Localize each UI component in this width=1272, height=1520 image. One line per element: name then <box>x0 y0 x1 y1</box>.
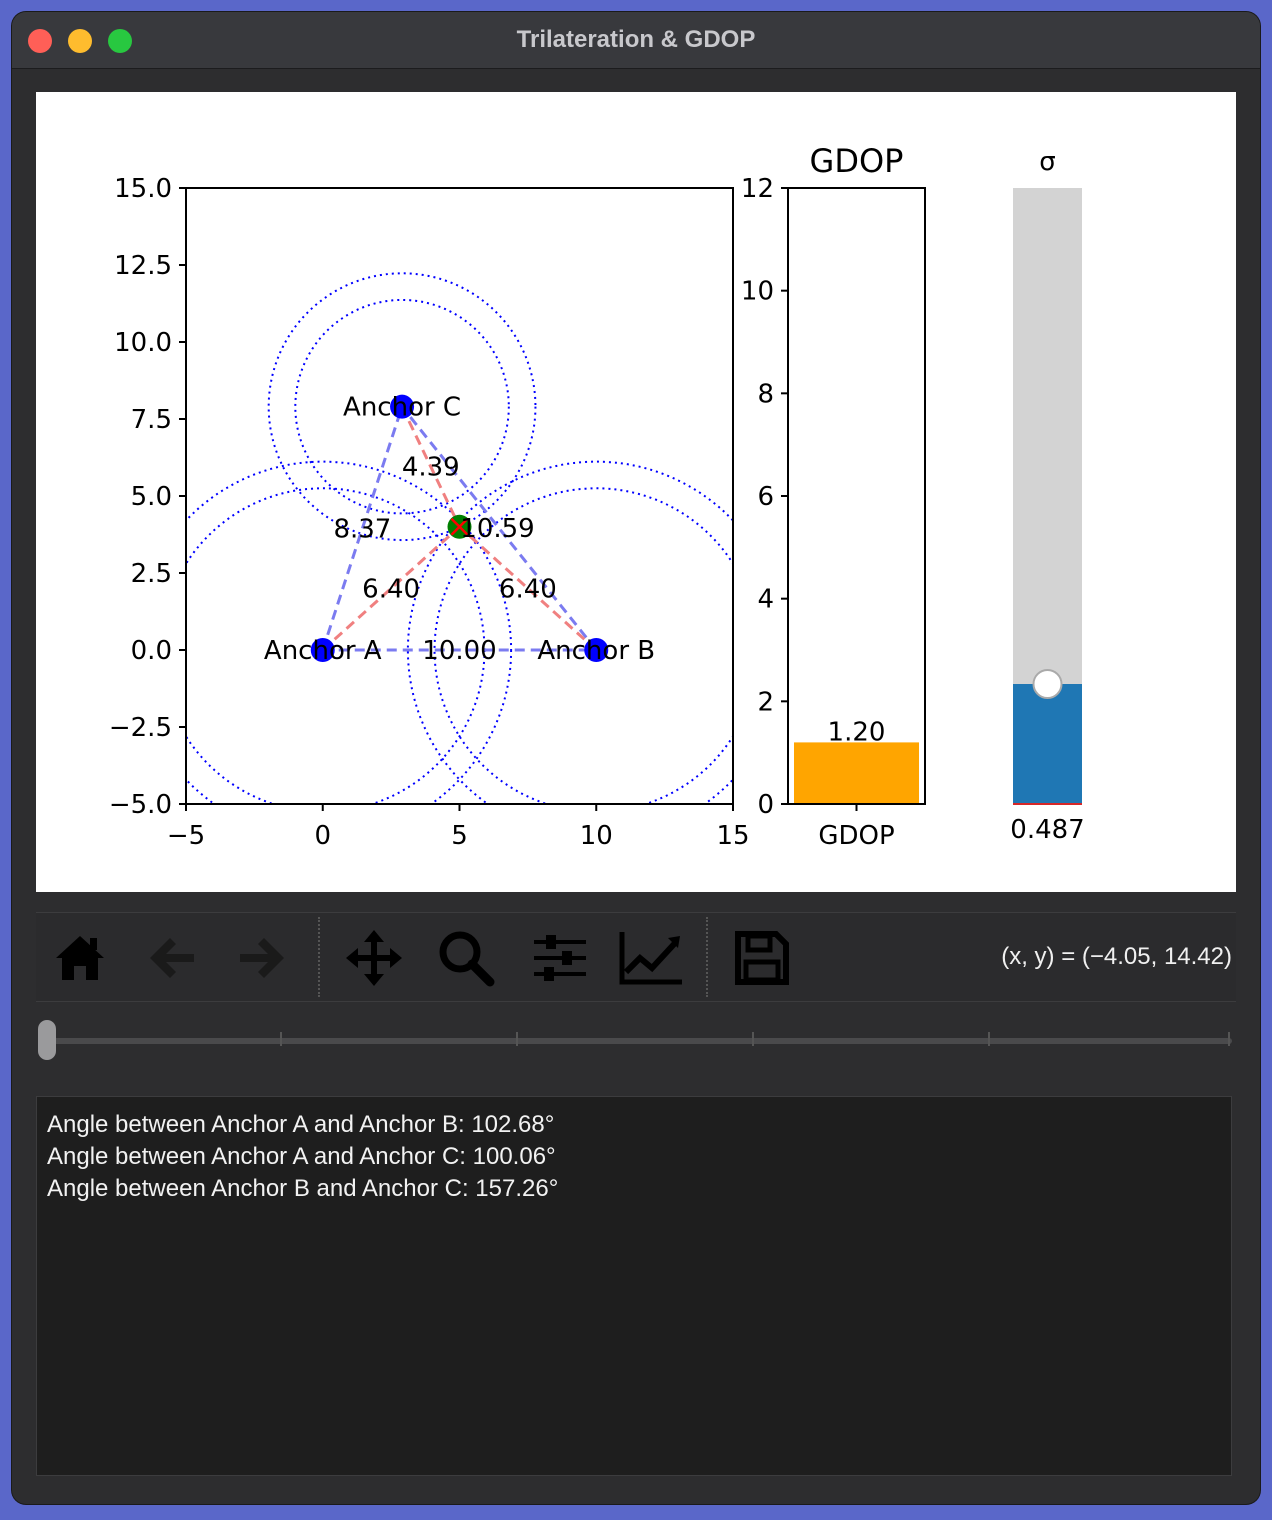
output-line: Angle between Anchor A and Anchor C: 100… <box>47 1143 556 1170</box>
ranging-circle <box>267 272 537 542</box>
magnifier-icon <box>439 931 495 987</box>
gdop-y-tick-label: 6 <box>757 482 774 512</box>
gdop-y-tick-label: 10 <box>741 277 774 307</box>
gdop-bar-chart: GDOP 1.20 0 2 4 6 8 10 12 GDOP <box>741 142 926 851</box>
slider-tick <box>280 1032 282 1046</box>
y-tick-label: 15.0 <box>114 174 172 204</box>
gdop-x-tick-label: GDOP <box>818 821 894 851</box>
anchor-label: Anchor C <box>343 393 461 423</box>
minimize-window-button[interactable] <box>68 29 92 53</box>
arrow-right-icon <box>240 938 284 978</box>
home-button[interactable] <box>44 927 116 989</box>
toolbar-separator <box>318 917 320 997</box>
anchor-label: Anchor A <box>264 636 382 666</box>
move-icon <box>346 930 402 986</box>
estimated-position-marker <box>450 517 469 536</box>
toolbar-separator <box>706 917 708 997</box>
sigma-fill <box>1013 684 1082 804</box>
chart-line-icon <box>619 932 682 985</box>
anchor-marker <box>310 638 335 662</box>
configure-subplots-button[interactable] <box>524 927 596 989</box>
y-tick-label: −5.0 <box>109 790 172 820</box>
sigma-handle <box>1032 669 1063 700</box>
y-tick-label: 2.5 <box>131 559 172 589</box>
anchor-distance-label: 10.00 <box>422 636 496 666</box>
frame-slider[interactable] <box>36 1016 1236 1076</box>
figure-canvas[interactable]: Anchor A Anchor B Anchor C 10.00 8.37 10.59 6.… <box>36 92 1236 892</box>
y-tick-label: 12.5 <box>114 251 172 281</box>
anchor-distance-line <box>321 406 404 651</box>
floppy-disk-icon <box>735 931 789 985</box>
anchor-distance-label: 8.37 <box>333 514 391 544</box>
close-window-button[interactable] <box>28 29 52 53</box>
save-button[interactable] <box>726 927 798 989</box>
ranging-circle <box>186 460 513 804</box>
y-tick-label: 5.0 <box>131 482 172 512</box>
y-tick-label: 10.0 <box>114 328 172 358</box>
sigma-slider[interactable]: σ 0.487 <box>1010 147 1084 845</box>
home-icon <box>56 936 104 980</box>
x-tick-label: 5 <box>451 821 468 851</box>
frame-slider-track[interactable] <box>46 1038 1232 1044</box>
arrow-left-icon <box>150 938 194 978</box>
slider-tick <box>988 1032 990 1046</box>
angle-output-console[interactable]: Angle between Anchor A and Anchor B: 102… <box>36 1096 1232 1476</box>
app-window: Trilateration & GDOP Anchor A Anchor B Anc… <box>12 12 1260 1504</box>
gdop-value-label: 1.20 <box>828 717 886 747</box>
anchor-label: Anchor B <box>537 636 655 666</box>
target-distance-label: 4.39 <box>402 453 460 483</box>
gdop-title: GDOP <box>810 142 904 180</box>
anchor-marker <box>390 394 415 419</box>
x-tick-label: −5 <box>167 821 205 851</box>
anchor-distance-line <box>400 405 598 651</box>
gdop-y-tick-label: 8 <box>757 379 774 409</box>
pan-button[interactable] <box>338 927 410 989</box>
anchor-distance-label: 10.59 <box>460 514 534 544</box>
output-line: Angle between Anchor A and Anchor B: 102… <box>47 1111 555 1138</box>
navigation-toolbar: (x, y) = (−4.05, 14.42) <box>36 912 1236 1002</box>
x-tick-label: 15 <box>716 821 749 851</box>
x-tick-label: 10 <box>580 821 613 851</box>
sigma-value-label: 0.487 <box>1010 815 1084 845</box>
target-distance-line <box>458 525 598 652</box>
slider-tick <box>752 1032 754 1046</box>
target-distance-line <box>400 406 461 528</box>
edit-axes-button[interactable] <box>616 927 688 989</box>
anchor-marker <box>584 638 609 662</box>
sigma-title: σ <box>1039 147 1055 177</box>
sliders-icon <box>534 935 586 981</box>
plot-frame <box>185 187 734 805</box>
gdop-y-tick-label: 2 <box>757 687 774 717</box>
zoom-window-button[interactable] <box>108 29 132 53</box>
back-button[interactable] <box>136 927 208 989</box>
frame-slider-handle[interactable] <box>38 1020 56 1060</box>
gdop-y-tick-label: 0 <box>757 790 774 820</box>
gdop-y-tick-label: 12 <box>741 174 774 204</box>
plot-area <box>186 272 733 804</box>
x-tick-label: 0 <box>314 821 331 851</box>
slider-tick <box>516 1032 518 1046</box>
y-tick-label: −2.5 <box>109 713 172 743</box>
gdop-bar <box>794 742 919 804</box>
slider-tick <box>1228 1032 1230 1046</box>
window-title: Trilateration & GDOP <box>516 26 756 53</box>
zoom-button[interactable] <box>430 927 502 989</box>
title-bar: Trilateration & GDOP <box>12 12 1260 69</box>
output-line: Angle between Anchor B and Anchor C: 157… <box>47 1175 559 1202</box>
y-tick-label: 0.0 <box>131 636 172 666</box>
ranging-circle <box>294 298 510 515</box>
cursor-coordinates: (x, y) = (−4.05, 14.42) <box>1001 943 1232 970</box>
y-tick-label: 7.5 <box>131 405 172 435</box>
target-distance-label: 6.40 <box>499 574 557 604</box>
forward-button[interactable] <box>226 927 298 989</box>
gdop-frame <box>787 187 926 805</box>
target-distance-line <box>321 525 461 652</box>
gdop-y-tick-label: 4 <box>757 585 774 615</box>
target-distance-label: 6.40 <box>362 574 420 604</box>
